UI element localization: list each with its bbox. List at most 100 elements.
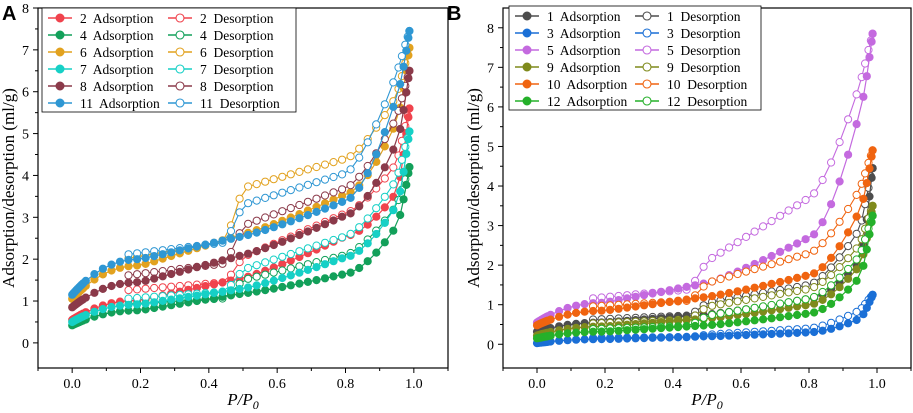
series-8-adsorption-point bbox=[150, 274, 159, 283]
series-10-adsorption-point bbox=[605, 305, 615, 314]
series-1-desorption-point bbox=[844, 242, 853, 251]
series-10-desorption-point bbox=[827, 229, 836, 238]
series-7-adsorption-point bbox=[399, 167, 408, 176]
series-11-adsorption-point bbox=[278, 220, 287, 229]
series-4-adsorption-point bbox=[278, 282, 287, 292]
series-7-desorption-point bbox=[278, 252, 287, 261]
series-5-desorption-point bbox=[827, 158, 836, 167]
series-8-adsorption-point bbox=[380, 163, 389, 172]
series-7-adsorption-point bbox=[115, 301, 125, 310]
series-8-desorption-point bbox=[252, 216, 261, 225]
series-11-adsorption-point bbox=[380, 128, 389, 137]
legend: 2 Adsorption 2 Desorption 4 Adsorption 4 De… bbox=[41, 7, 297, 113]
series-11-adsorption-point bbox=[235, 232, 244, 241]
series-4-adsorption-point bbox=[286, 281, 295, 290]
series-2-desorption-point bbox=[150, 283, 159, 293]
x-tick-label: 0.4 bbox=[664, 377, 682, 392]
series-7-adsorption-point bbox=[192, 291, 201, 300]
series-10-desorption-point bbox=[835, 217, 844, 226]
series-10-adsorption-point bbox=[775, 277, 785, 287]
series-3-adsorption-point bbox=[597, 334, 606, 344]
series-11-adsorption-point bbox=[405, 26, 414, 36]
series-3-adsorption-point bbox=[835, 322, 844, 331]
series-12-adsorption-point bbox=[865, 230, 874, 239]
series-2-adsorption-point bbox=[201, 281, 210, 291]
series-3-adsorption-point bbox=[716, 331, 725, 341]
legend-label-3-desorption: 3 Desorption bbox=[667, 26, 741, 41]
series-9-desorption-point bbox=[750, 294, 759, 303]
series-5-adsorption-point bbox=[784, 243, 793, 252]
y-tick-label: 7 bbox=[22, 44, 29, 59]
series-11-desorption-point bbox=[389, 78, 398, 87]
series-9-desorption-point bbox=[835, 263, 844, 272]
series-5-desorption-point bbox=[852, 90, 861, 99]
series-4-adsorption-point bbox=[329, 272, 338, 281]
series-4-adsorption-point bbox=[295, 279, 304, 288]
series-3-desorption-point bbox=[852, 307, 861, 316]
series-7-adsorption-point bbox=[218, 287, 227, 296]
series-8-adsorption-point bbox=[402, 88, 411, 97]
series-9-desorption-point bbox=[708, 301, 717, 310]
series-3-adsorption-point bbox=[622, 334, 632, 343]
series-3-adsorption-point bbox=[868, 290, 877, 299]
series-10-adsorption-point bbox=[784, 275, 793, 285]
series-12-desorption-point bbox=[852, 255, 861, 264]
series-7-desorption-point bbox=[244, 263, 253, 273]
series-11-adsorption-point bbox=[396, 80, 405, 89]
legend-label-8-adsorption: 8 Adsorption bbox=[80, 79, 154, 94]
series-10-adsorption-point bbox=[868, 146, 877, 155]
series-4-adsorption-point bbox=[355, 263, 364, 273]
series-11-adsorption-point bbox=[226, 234, 236, 243]
series-1-desorption-point bbox=[852, 229, 861, 238]
series-3-adsorption-point bbox=[648, 333, 657, 342]
series-4-adsorption-point bbox=[363, 257, 372, 266]
series-layer bbox=[532, 29, 877, 348]
series-11-desorption-point bbox=[372, 120, 381, 129]
series-2-desorption-point bbox=[167, 282, 176, 291]
series-7-adsorption-point bbox=[226, 286, 236, 295]
series-4-adsorption-point bbox=[269, 284, 278, 293]
series-12-adsorption-point bbox=[563, 329, 572, 338]
series-8-adsorption-point bbox=[98, 284, 108, 293]
series-7-adsorption-point bbox=[81, 310, 90, 320]
series-10-adsorption-point bbox=[724, 288, 734, 298]
legend-marker-open bbox=[642, 11, 652, 21]
series-4-desorption-point bbox=[252, 272, 261, 281]
series-10-adsorption-point bbox=[648, 300, 657, 309]
series-3-desorption-point bbox=[844, 311, 853, 320]
series-10-desorption-point bbox=[750, 265, 759, 274]
series-12-adsorption-point bbox=[656, 323, 666, 333]
series-8-adsorption-point bbox=[133, 278, 142, 287]
series-8-desorption-point bbox=[133, 270, 142, 279]
series-7-desorption-point bbox=[295, 247, 304, 256]
series-12-desorption-point bbox=[699, 313, 708, 322]
legend-label-9-desorption: 9 Desorption bbox=[667, 60, 741, 75]
series-6-desorption-point bbox=[295, 167, 304, 176]
series-8-adsorption-point bbox=[192, 263, 201, 272]
series-11-desorption-point bbox=[269, 191, 278, 200]
series-5-adsorption-point bbox=[690, 281, 700, 290]
series-12-desorption-point bbox=[733, 306, 742, 315]
series-3-adsorption-point bbox=[699, 332, 708, 341]
series-8-desorption-point bbox=[295, 200, 304, 210]
series-12-adsorption-point bbox=[707, 320, 717, 329]
series-12-adsorption-point bbox=[605, 327, 615, 336]
x-tick-label: 0.4 bbox=[200, 377, 218, 392]
series-11-adsorption-point bbox=[389, 102, 398, 111]
series-3-adsorption-point bbox=[690, 332, 700, 341]
series-5-desorption-point bbox=[801, 195, 810, 205]
series-8-adsorption-point bbox=[141, 276, 150, 285]
series-11-adsorption-point bbox=[192, 242, 201, 251]
series-8-adsorption-point bbox=[278, 237, 287, 246]
series-11-adsorption-point bbox=[133, 255, 142, 264]
series-10-adsorption-point bbox=[741, 285, 751, 294]
series-7-adsorption-point bbox=[244, 283, 253, 292]
series-10-adsorption-point bbox=[767, 279, 776, 288]
legend-marker-open bbox=[642, 96, 652, 106]
series-5-desorption-point bbox=[835, 138, 844, 147]
series-3-adsorption-point bbox=[656, 333, 666, 342]
series-10-adsorption-point bbox=[631, 302, 640, 311]
series-8-desorption-point bbox=[141, 269, 150, 278]
series-2-desorption-point bbox=[158, 283, 167, 292]
legend-label-6-adsorption: 6 Adsorption bbox=[80, 45, 154, 60]
